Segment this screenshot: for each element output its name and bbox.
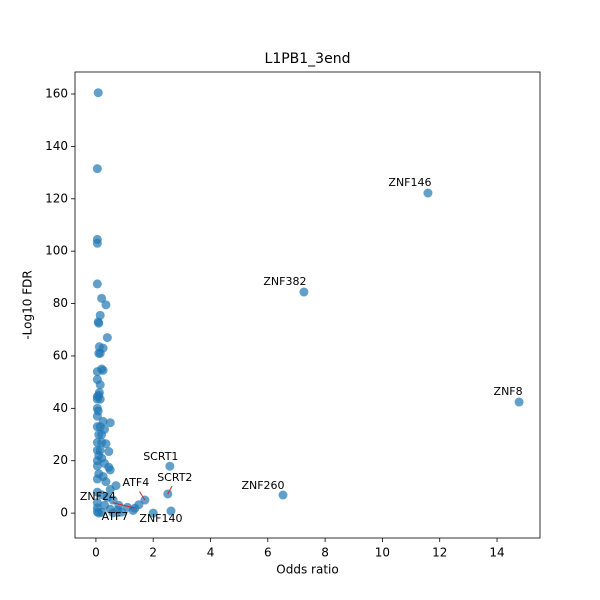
point: [98, 365, 108, 375]
y-tick-label: 60: [53, 348, 68, 362]
point: [97, 293, 107, 303]
point: [108, 495, 118, 505]
x-tick-label: 2: [149, 546, 157, 560]
point: [92, 461, 102, 471]
point: [95, 380, 105, 390]
point: [514, 397, 524, 407]
x-tick-label: 10: [375, 546, 390, 560]
chart-title: L1PB1_3end: [265, 51, 351, 67]
annotation: ZNF140: [139, 512, 182, 525]
point: [92, 279, 102, 289]
annotation: ZNF146: [388, 176, 431, 189]
point: [102, 333, 112, 343]
point: [95, 394, 105, 404]
y-tick-label: 100: [45, 244, 68, 258]
plot-frame: [74, 71, 541, 539]
point: [299, 287, 309, 297]
annotation: ZNF8: [494, 385, 523, 398]
x-tick-label: 0: [92, 546, 100, 560]
point: [166, 506, 176, 516]
annotation: ZNF382: [263, 275, 306, 288]
point: [105, 485, 115, 495]
point: [94, 508, 104, 518]
y-tick-label: 160: [45, 87, 68, 101]
point: [101, 300, 111, 310]
point: [128, 505, 138, 515]
point: [117, 507, 127, 517]
point: [94, 318, 104, 328]
point: [278, 490, 288, 500]
annotation-arrow: [167, 485, 173, 495]
x-tick-label: 6: [264, 546, 272, 560]
x-tick-label: 4: [207, 546, 215, 560]
point: [92, 411, 102, 421]
point: [93, 88, 103, 98]
y-tick-label: 80: [53, 296, 68, 310]
point: [101, 439, 111, 449]
point: [165, 461, 175, 471]
point: [101, 477, 111, 487]
y-tick-label: 140: [45, 139, 68, 153]
point: [105, 418, 115, 428]
point: [148, 508, 158, 518]
point: [423, 188, 433, 198]
annotation: ZNF260: [241, 479, 284, 492]
y-tick-label: 120: [45, 191, 68, 205]
x-axis-label: Odds ratio: [276, 563, 338, 577]
point: [92, 238, 102, 248]
point: [108, 508, 118, 518]
x-tick-label: 12: [432, 546, 447, 560]
annotation: SCRT1: [143, 450, 178, 463]
annotation-arrow: [139, 491, 146, 501]
point: [134, 500, 144, 510]
annotation: ATF7: [102, 510, 129, 523]
point: [95, 348, 105, 358]
y-tick-label: 20: [53, 453, 68, 467]
annotation: ATF4: [123, 476, 150, 489]
point: [114, 500, 124, 510]
annotation: ZNF24: [80, 490, 116, 503]
x-tick-label: 14: [489, 546, 504, 560]
annotation: SCRT2: [157, 471, 192, 484]
point: [105, 465, 115, 475]
point: [92, 164, 102, 174]
annotation-arrow: [112, 502, 136, 509]
point: [97, 430, 107, 440]
y-tick-label: 0: [60, 506, 68, 520]
point: [104, 447, 114, 457]
x-tick-label: 8: [321, 546, 329, 560]
y-axis-label: -Log10 FDR: [21, 270, 35, 339]
y-tick-label: 40: [53, 401, 68, 415]
